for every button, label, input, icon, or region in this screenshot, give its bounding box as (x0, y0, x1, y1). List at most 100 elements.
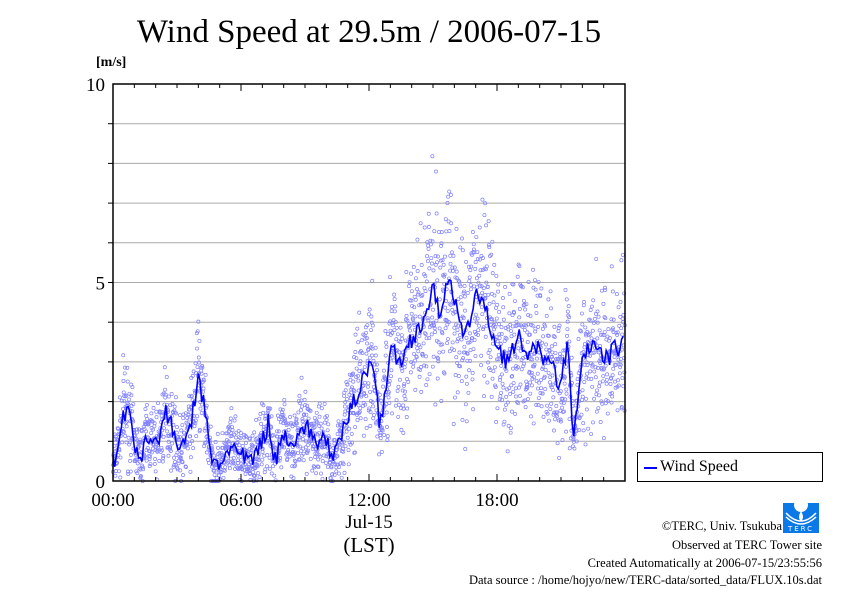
scatter-point (540, 340, 544, 345)
scatter-point (489, 394, 494, 399)
scatter-point (551, 412, 556, 417)
scatter-point (404, 313, 409, 318)
scatter-point (324, 418, 329, 422)
scatter-point (364, 351, 369, 356)
scatter-point (193, 421, 198, 426)
scatter-point (269, 471, 274, 476)
scatter-point (386, 390, 391, 395)
scatter-point (401, 430, 406, 435)
scatter-point (175, 425, 179, 430)
scatter-point (501, 295, 505, 300)
scatter-point (428, 242, 433, 247)
scatter-point (507, 291, 512, 296)
scatter-point (227, 441, 232, 446)
scatter-point (257, 416, 262, 421)
scatter-point (212, 469, 217, 473)
scatter-point (309, 421, 314, 426)
scatter-point (447, 349, 452, 354)
scatter-point (228, 416, 233, 421)
scatter-point (464, 381, 469, 386)
scatter-point (396, 414, 401, 419)
scatter-point (271, 464, 275, 469)
scatter-point (466, 390, 471, 395)
scatter-point (249, 448, 254, 453)
scatter-point (442, 272, 447, 277)
scatter-point (185, 446, 190, 451)
scatter-point (615, 330, 620, 335)
scatter-point (326, 434, 331, 439)
scatter-point (415, 237, 420, 242)
scatter-point (130, 409, 135, 414)
scatter-point (495, 339, 500, 344)
scatter-point (539, 386, 544, 391)
scatter-point (425, 240, 430, 245)
scatter-point (490, 317, 495, 322)
scatter-point (584, 407, 589, 412)
scatter-point (325, 464, 330, 469)
scatter-point (171, 464, 176, 469)
scatter-point (396, 384, 401, 389)
scatter-point (552, 324, 557, 329)
scatter-point (484, 280, 489, 285)
scatter-point (618, 314, 623, 319)
scatter-point (441, 262, 446, 267)
scatter-point (513, 386, 518, 391)
scatter-point (479, 363, 483, 368)
scatter-point (445, 200, 450, 205)
scatter-point (259, 462, 264, 467)
scatter-point (304, 471, 309, 476)
scatter-point (479, 353, 484, 358)
scatter-point (502, 419, 507, 424)
scatter-point (170, 441, 175, 446)
scatter-point (200, 365, 205, 370)
scatter-point (531, 421, 536, 426)
scatter-point (201, 389, 205, 394)
scatter-point (553, 417, 557, 422)
scatter-point (289, 434, 294, 439)
scatter-point (480, 312, 485, 317)
scatter-point (616, 305, 621, 310)
scatter-point (207, 460, 211, 465)
scatter-point (470, 377, 475, 382)
scatter-point (263, 467, 268, 472)
scatter-point (217, 473, 221, 478)
scatter-point (272, 473, 277, 478)
scatter-point (474, 332, 479, 336)
scatter-point (508, 430, 513, 435)
scatter-point (551, 395, 556, 400)
scatter-point (499, 390, 504, 395)
scatter-point (121, 353, 126, 358)
scatter-point (334, 469, 339, 474)
scatter-point (368, 389, 373, 394)
scatter-point (166, 439, 171, 444)
scatter-point (459, 337, 464, 342)
scatter-point (157, 458, 162, 463)
scatter-point (241, 463, 246, 468)
scatter-point (480, 290, 485, 295)
scatter-point (512, 310, 517, 315)
scatter-point (369, 328, 374, 333)
scatter-point (337, 465, 342, 469)
scatter-point (345, 382, 350, 387)
scatter-point (471, 407, 476, 412)
scatter-point (320, 458, 325, 463)
scatter-point (484, 264, 489, 269)
scatter-point (473, 312, 478, 317)
scatter-point (212, 472, 217, 477)
scatter-point (421, 341, 426, 346)
scatter-point (407, 280, 412, 285)
scatter-point (388, 328, 393, 333)
scatter-point (332, 472, 337, 477)
scatter-point (339, 475, 344, 480)
scatter-point (384, 410, 389, 415)
scatter-point (519, 367, 524, 372)
scatter-point (149, 431, 154, 436)
svg-text:TERC: TERC (787, 525, 814, 533)
scatter-point (441, 349, 446, 354)
scatter-point (279, 465, 284, 470)
scatter-point (463, 308, 467, 313)
scatter-point (544, 313, 549, 318)
scatter-point (383, 353, 388, 358)
